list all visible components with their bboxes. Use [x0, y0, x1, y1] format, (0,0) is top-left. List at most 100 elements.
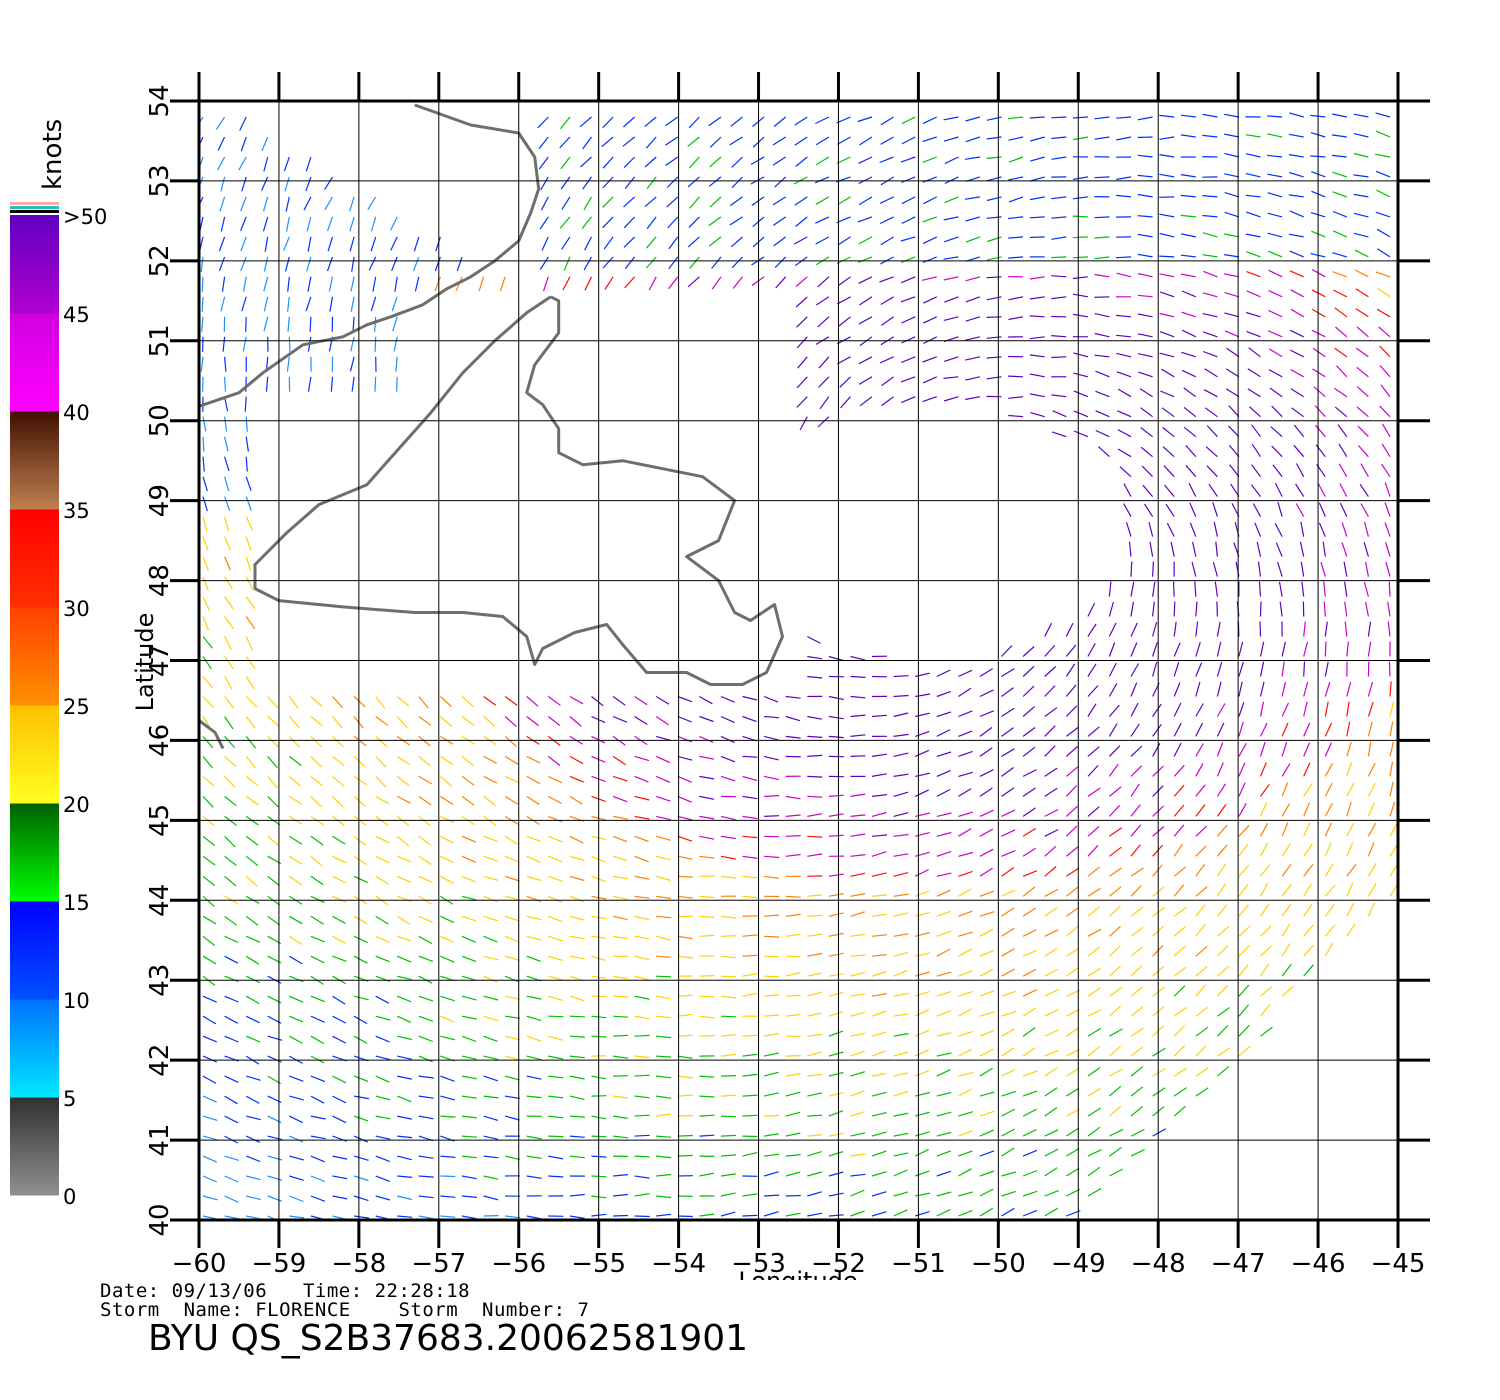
- wind-vector: [699, 1075, 715, 1078]
- wind-vector: [656, 1173, 672, 1177]
- wind-vector: [1344, 581, 1348, 597]
- wind-vector: [699, 1034, 715, 1037]
- wind-vector: [731, 176, 743, 189]
- wind-vector: [785, 755, 801, 758]
- colorbar-tick-label: 20: [63, 793, 90, 817]
- wind-vector: [1289, 329, 1304, 338]
- wind-vector: [413, 236, 420, 252]
- wind-vector: [548, 1095, 564, 1099]
- wind-vector: [764, 855, 780, 859]
- wind-vector: [1216, 883, 1227, 897]
- wind-vector: [979, 990, 995, 997]
- wind-vector: [979, 890, 995, 897]
- wind-vector: [582, 176, 592, 190]
- wind-vector: [224, 656, 234, 670]
- wind-vector: [828, 1011, 844, 1017]
- wind-vector: [943, 316, 959, 321]
- wind-vector: [1116, 334, 1132, 338]
- wind-vector: [751, 276, 765, 286]
- wind-vector: [1324, 763, 1334, 777]
- wind-vector: [1152, 1128, 1166, 1137]
- wind-vector: [1315, 444, 1326, 458]
- wind-vector: [1001, 1108, 1016, 1117]
- wind-vector: [483, 915, 499, 922]
- wind-vector: [699, 855, 715, 859]
- wind-vector: [397, 1175, 413, 1178]
- wind-vector: [1001, 687, 1014, 697]
- wind-vector: [582, 136, 592, 150]
- wind-vector: [1279, 601, 1283, 617]
- wind-vector: [483, 755, 498, 764]
- wind-vector: [504, 895, 520, 901]
- wind-vector: [461, 1155, 477, 1159]
- wind-vector: [538, 156, 549, 170]
- wind-vector: [310, 935, 326, 943]
- wind-vector: [677, 875, 693, 878]
- wind-vector: [483, 795, 496, 806]
- wind-vector: [310, 1175, 326, 1183]
- wind-vector: [807, 991, 822, 997]
- wind-vector: [1281, 903, 1292, 917]
- wind-vector: [202, 1055, 218, 1063]
- wind-vector: [397, 1215, 413, 1218]
- wind-vector: [677, 1055, 693, 1059]
- wind-vector: [1246, 330, 1261, 338]
- wind-vector: [310, 1135, 326, 1140]
- wind-vector: [1367, 741, 1372, 757]
- wind-vector: [1281, 782, 1289, 797]
- wind-vector: [1173, 1105, 1186, 1117]
- wind-vector: [1281, 884, 1292, 897]
- wind-vector: [440, 1075, 455, 1082]
- wind-vector: [634, 1155, 650, 1158]
- wind-vector: [871, 1010, 887, 1017]
- wind-vector: [245, 416, 248, 432]
- wind-vector: [1109, 1105, 1122, 1117]
- wind-vector: [922, 316, 938, 324]
- wind-vector: [1281, 661, 1285, 677]
- wind-vector: [622, 136, 635, 147]
- wind-vector: [1324, 661, 1329, 677]
- wind-vector: [656, 835, 671, 841]
- wind-vector: [418, 1055, 433, 1063]
- wind-vector: [1022, 1027, 1036, 1037]
- wind-vector: [1238, 661, 1244, 677]
- wind-vector: [1029, 393, 1045, 398]
- wind-vector: [310, 755, 322, 768]
- wind-vector: [785, 895, 801, 898]
- wind-vector: [699, 1172, 715, 1177]
- wind-vector: [202, 456, 205, 472]
- wind-vector: [1130, 1106, 1143, 1117]
- wind-vector: [979, 1129, 994, 1137]
- wind-vector: [1065, 947, 1080, 957]
- wind-vector: [817, 316, 830, 328]
- wind-vector: [1379, 345, 1391, 358]
- wind-vector: [1332, 252, 1347, 258]
- wind-vector: [1030, 176, 1045, 182]
- wind-vector: [1303, 681, 1309, 697]
- wind-vector: [1324, 701, 1329, 717]
- wind-vector: [1238, 782, 1246, 797]
- wind-vector: [240, 256, 247, 272]
- wind-vector: [418, 1075, 434, 1079]
- wind-vector: [499, 276, 506, 292]
- wind-vector: [1185, 445, 1197, 458]
- wind-vector: [720, 1134, 737, 1137]
- colorbar-band: [10, 215, 59, 314]
- wind-vector: [893, 1033, 909, 1037]
- wind-vector: [807, 835, 823, 838]
- wind-vector: [656, 855, 671, 861]
- wind-vector: [1173, 1044, 1186, 1057]
- wind-vector: [742, 1053, 758, 1057]
- wind-vector: [893, 1191, 909, 1197]
- wind-vector: [397, 935, 412, 942]
- wind-vector: [504, 1115, 520, 1121]
- wind-vector: [483, 716, 496, 727]
- wind-vector: [979, 949, 995, 957]
- wind-vector: [1163, 465, 1175, 478]
- wind-vector: [1281, 863, 1292, 877]
- wind-vector: [202, 955, 217, 965]
- wind-vector: [1331, 154, 1347, 158]
- wind-vector: [1367, 762, 1376, 777]
- wind-vector: [656, 815, 671, 821]
- wind-vector: [1139, 388, 1153, 398]
